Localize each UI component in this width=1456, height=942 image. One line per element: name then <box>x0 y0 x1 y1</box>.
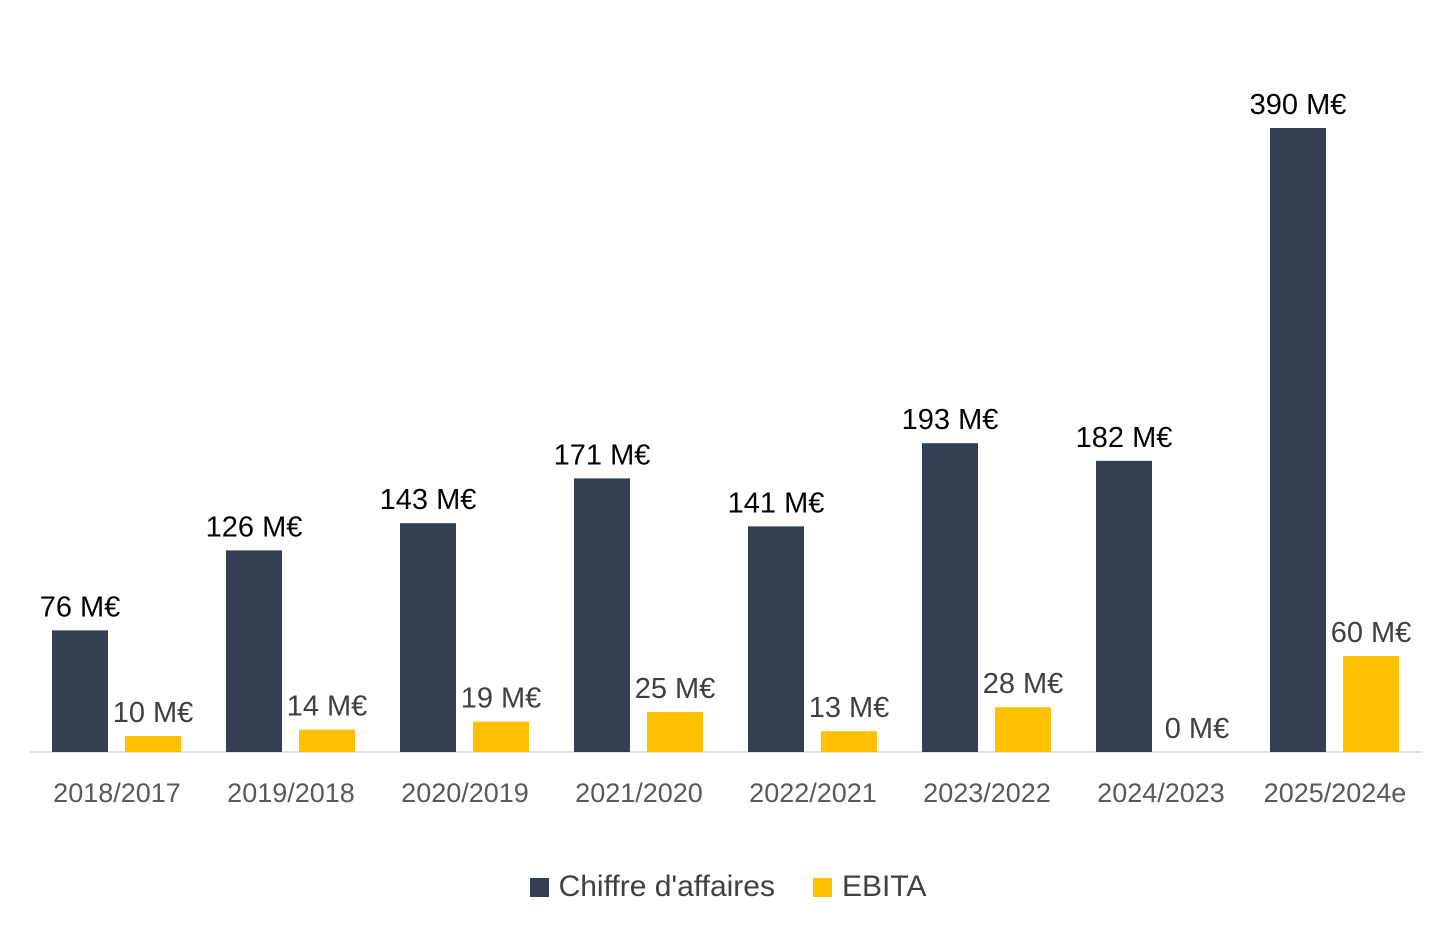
data-label-chiffre-affaires: 171 M€ <box>554 439 651 471</box>
legend-item-ebita: EBITA <box>812 870 927 904</box>
data-label-ebita: 60 M€ <box>1331 617 1412 649</box>
legend-item-chiffre-affaires: Chiffre d'affaires <box>529 870 775 904</box>
bar-ebita <box>821 731 877 752</box>
x-tick-label: 2022/2021 <box>749 778 877 808</box>
legend-swatch-ebita <box>812 877 832 897</box>
x-tick-label: 2020/2019 <box>401 778 529 808</box>
data-label-chiffre-affaires: 76 M€ <box>40 591 121 623</box>
data-label-ebita: 14 M€ <box>287 691 368 723</box>
x-tick-label: 2025/2024e <box>1264 778 1407 808</box>
x-tick-label: 2023/2022 <box>923 778 1051 808</box>
bar-chiffre-affaires <box>1270 128 1326 752</box>
data-label-chiffre-affaires: 182 M€ <box>1076 422 1173 454</box>
x-tick-label: 2024/2023 <box>1097 778 1225 808</box>
legend-swatch-chiffre-affaires <box>529 877 549 897</box>
bar-ebita <box>299 729 355 752</box>
bar-chiffre-affaires <box>226 550 282 752</box>
x-tick-label: 2021/2020 <box>575 778 703 808</box>
bar-ebita <box>125 736 181 752</box>
bar-chiffre-affaires <box>52 630 108 752</box>
x-tick-label: 2019/2018 <box>227 778 355 808</box>
bar-ebita <box>647 712 703 752</box>
legend-label-ebita: EBITA <box>841 870 927 903</box>
data-label-chiffre-affaires: 143 M€ <box>380 484 477 516</box>
data-label-chiffre-affaires: 141 M€ <box>728 487 825 519</box>
bar-chiffre-affaires <box>1096 460 1152 752</box>
data-label-chiffre-affaires: 193 M€ <box>902 404 999 436</box>
data-label-chiffre-affaires: 390 M€ <box>1250 89 1347 121</box>
data-label-ebita: 13 M€ <box>809 692 890 724</box>
data-label-ebita: 0 M€ <box>1165 713 1229 745</box>
bar-chiffre-affaires <box>400 523 456 752</box>
bar-ebita <box>995 707 1051 752</box>
data-label-ebita: 28 M€ <box>983 668 1064 700</box>
bar-chiffre-affaires <box>922 443 978 752</box>
bar-chiffre-affaires <box>748 526 804 752</box>
bar-ebita <box>1343 656 1399 752</box>
data-label-ebita: 25 M€ <box>635 673 716 705</box>
data-label-ebita: 10 M€ <box>113 697 194 729</box>
x-tick-label: 2018/2017 <box>53 778 181 808</box>
bar-ebita <box>473 721 529 752</box>
data-label-chiffre-affaires: 126 M€ <box>206 511 303 543</box>
data-label-ebita: 19 M€ <box>461 683 542 715</box>
legend-label-chiffre-affaires: Chiffre d'affaires <box>558 870 775 903</box>
legend: Chiffre d'affaires EBITA <box>0 870 1456 904</box>
bar-chiffre-affaires <box>574 478 630 752</box>
bar-chart: 76 M€ 126 M€ 143 M€ 171 M€ 141 M€ 193 M€ 182 M… <box>30 89 1422 808</box>
